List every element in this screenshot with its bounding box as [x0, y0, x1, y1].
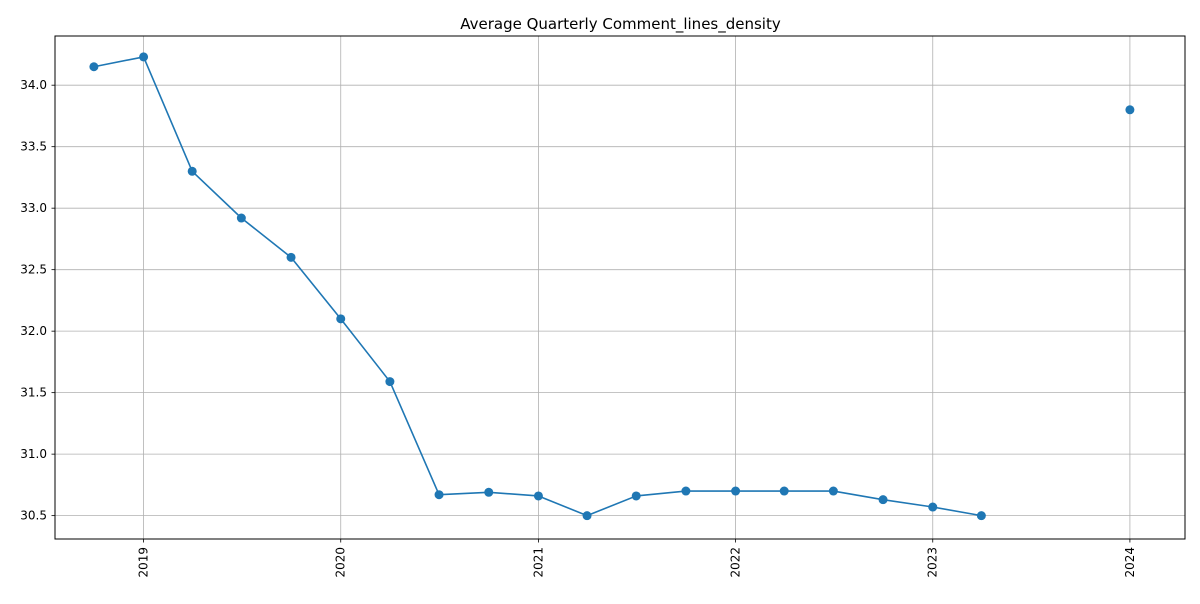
- data-point: [484, 487, 494, 497]
- data-point: [582, 511, 592, 521]
- data-point: [139, 52, 149, 62]
- y-tick-label: 34.0: [20, 78, 47, 92]
- data-point: [779, 486, 789, 496]
- y-tick-label: 31.0: [20, 447, 47, 461]
- x-tick-label: 2019: [137, 547, 151, 578]
- data-point: [286, 252, 296, 262]
- data-point: [681, 486, 691, 496]
- y-tick-label: 31.5: [20, 386, 47, 400]
- x-tick-label: 2024: [1123, 547, 1137, 578]
- x-tick-label: 2020: [334, 547, 348, 578]
- y-tick-label: 33.0: [20, 201, 47, 215]
- data-point: [385, 377, 395, 387]
- x-tick-label: 2023: [926, 547, 940, 578]
- series: [89, 52, 1135, 521]
- axes: 30.5 31.0 31.5 32.0 32.5 33.0 33.5 34.0 2019 2020…: [20, 78, 1137, 577]
- data-point: [434, 490, 444, 500]
- data-point: [236, 213, 246, 223]
- data-point: [828, 486, 838, 496]
- grid: [55, 36, 1185, 539]
- data-point: [631, 491, 641, 501]
- data-point: [731, 486, 741, 496]
- y-tick-label: 32.5: [20, 263, 47, 277]
- y-tick-label: 33.5: [20, 140, 47, 154]
- data-point: [187, 166, 197, 176]
- y-tick-label: 30.5: [20, 509, 47, 523]
- y-tick-label: 32.0: [20, 324, 47, 338]
- data-point: [336, 314, 346, 324]
- x-tick-label: 2021: [531, 547, 545, 578]
- data-point: [928, 502, 938, 512]
- x-tick-label: 2022: [729, 547, 743, 578]
- plot-frame: [54, 35, 1186, 540]
- data-point: [533, 491, 543, 501]
- data-point: [89, 62, 99, 72]
- data-point: [1125, 105, 1135, 115]
- chart-title: Average Quarterly Comment_lines_density: [460, 15, 781, 34]
- data-point: [976, 511, 986, 521]
- data-point: [878, 495, 888, 505]
